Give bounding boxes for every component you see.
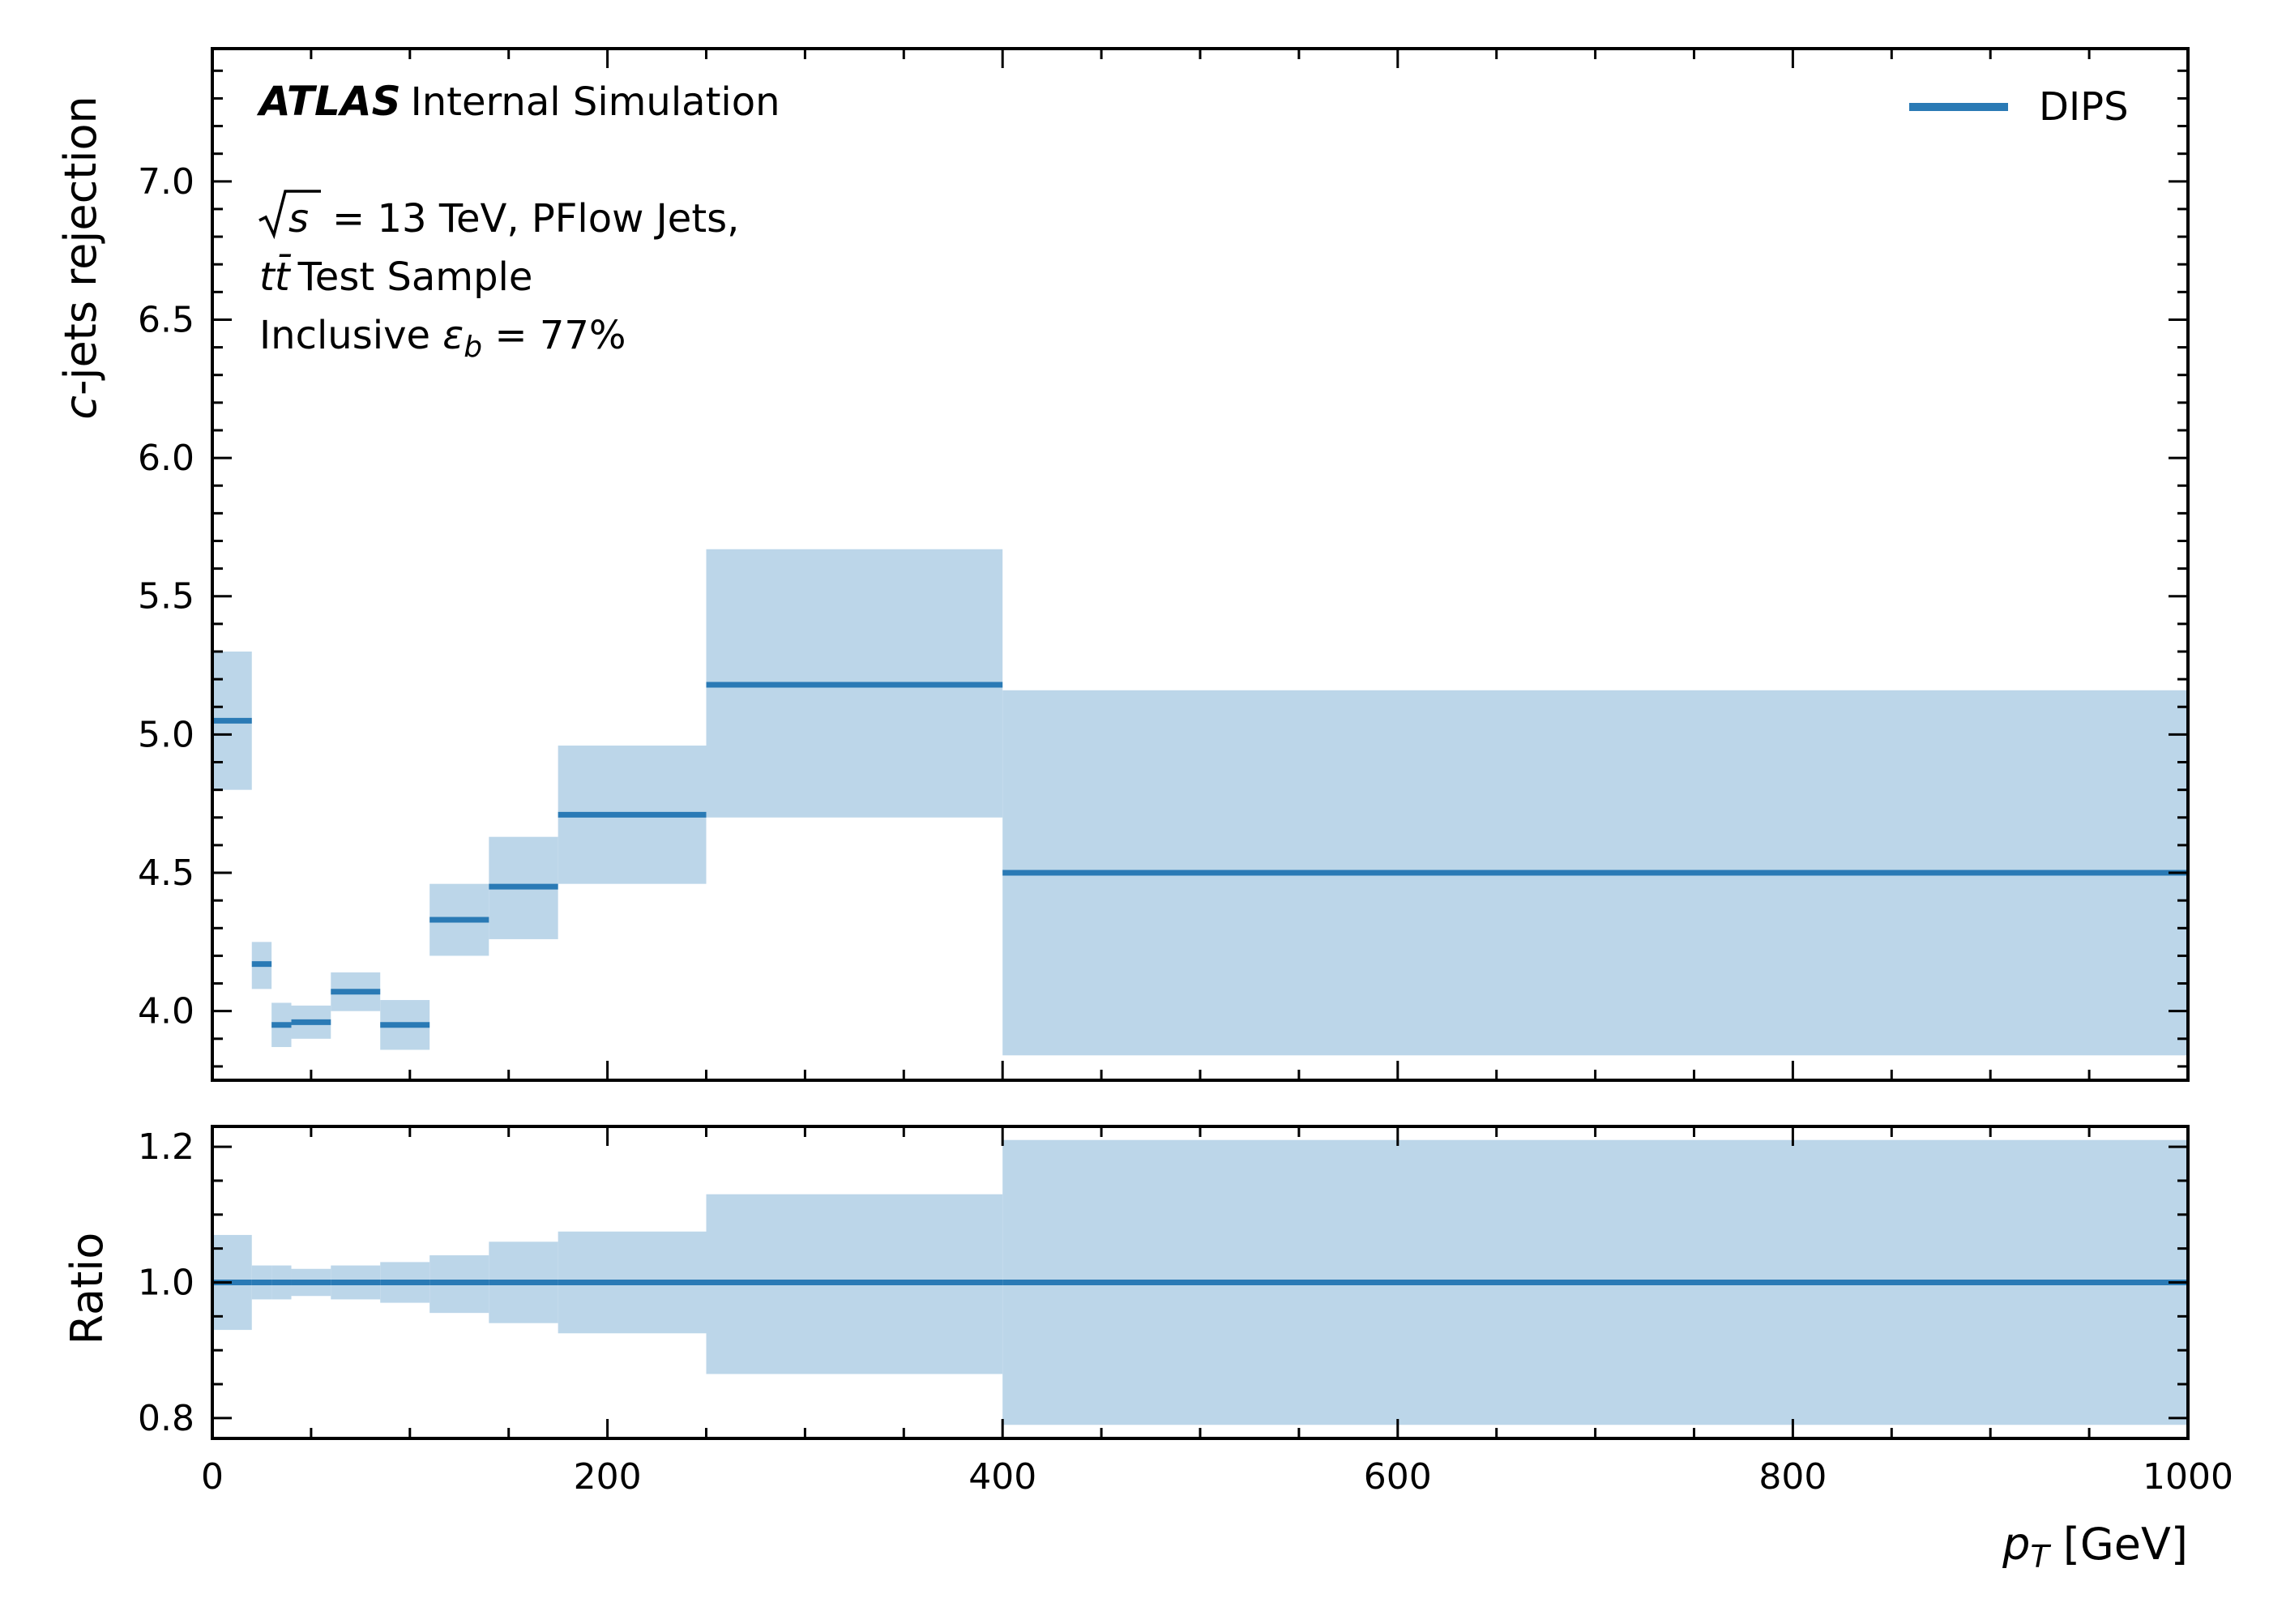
atlas-annotation-line: ATLAS Internal Simulation — [256, 78, 780, 125]
x-axis-label-unit — [2049, 1519, 2063, 1570]
xtick-label: 0 — [201, 1456, 224, 1498]
main-ytick-label: 5.5 — [138, 576, 194, 618]
x-axis-label-symbol: p — [2002, 1519, 2030, 1570]
xtick-label: 800 — [1758, 1456, 1827, 1498]
energy-symbol: s — [288, 196, 309, 241]
main-ytick-label: 6.5 — [138, 299, 194, 340]
wp-prefix: Inclusive — [259, 313, 442, 358]
sample-symbol: tt̄ — [259, 254, 292, 300]
wp-suffix: = 77% — [482, 313, 626, 358]
legend: DIPS — [1909, 84, 2129, 130]
sqrt-symbol — [259, 190, 321, 240]
sample-annotation: tt̄ Test Sample — [259, 254, 532, 300]
tick-labels: 4.0 4.5 5.0 5.5 6.0 6.5 7.0 0.8 1.0 1.2 0 200 400 600… — [138, 161, 2233, 1498]
working-point-annotation: Inclusive εb = 77% — [259, 313, 626, 364]
main-ytick-label: 5.0 — [138, 714, 194, 755]
main-ytick-label: 4.5 — [138, 853, 194, 894]
ratio-ytick-label: 0.8 — [138, 1398, 194, 1439]
main-y-axis-label-rest: -jets rejection — [55, 96, 106, 395]
panel-frames — [211, 47, 2190, 1440]
energy-annotation: s = 13 TeV, PFlow Jets, — [259, 190, 739, 241]
axis-ticks — [211, 49, 2190, 1438]
wp-symbol: ε — [442, 313, 464, 358]
main-ytick-label: 6.0 — [138, 438, 194, 479]
wp-subscript: b — [464, 331, 482, 364]
main-y-axis-label: c-jets rejection — [55, 96, 106, 419]
ratio-y-axis-label: Ratio — [62, 1233, 113, 1345]
main-series-lines — [212, 682, 2188, 1028]
xtick-label: 600 — [1364, 1456, 1432, 1498]
xtick-label: 400 — [968, 1456, 1036, 1498]
legend-label-dips: DIPS — [2039, 84, 2129, 130]
x-axis-label: pT [GeV] — [2002, 1519, 2188, 1575]
x-axis-label-unit-text: [GeV] — [2063, 1519, 2188, 1570]
xtick-label: 1000 — [2143, 1456, 2233, 1498]
ratio-ytick-label: 1.2 — [138, 1126, 194, 1168]
main-ytick-label: 7.0 — [138, 161, 194, 203]
ratio-ytick-label: 1.0 — [138, 1263, 194, 1304]
main-panel-frame — [211, 47, 2190, 1082]
x-axis-label-subscript: T — [2030, 1539, 2051, 1575]
main-ytick-label: 4.0 — [138, 991, 194, 1032]
main-y-axis-label-italic: c — [55, 395, 106, 420]
atlas-suffix-text: Internal Simulation — [411, 79, 780, 125]
energy-line: = 13 TeV, PFlow Jets, — [332, 196, 739, 241]
ratio-panel-frame — [211, 1125, 2190, 1440]
xtick-label: 200 — [574, 1456, 642, 1498]
sample-line: Test Sample — [297, 254, 533, 300]
atlas-logo-text: ATLAS — [256, 78, 401, 125]
main-uncertainty-bands — [212, 549, 2188, 1056]
